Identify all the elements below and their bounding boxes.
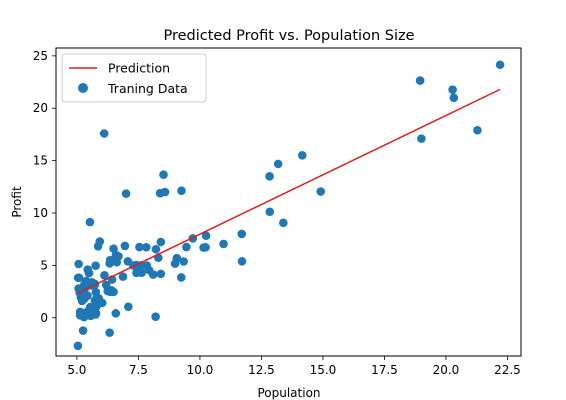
x-axis: 5.0 7.5 10.0 12.5 15.0 17.5 20.0 22.5 [67, 356, 521, 377]
data-point [95, 237, 105, 246]
x-tick-label: 12.5 [248, 363, 275, 377]
data-point [85, 217, 95, 227]
data-point [90, 296, 100, 305]
x-tick-label: 5.0 [67, 363, 86, 377]
data-point [83, 265, 93, 274]
data-point [148, 270, 158, 279]
x-tick-label: 10.0 [187, 363, 214, 377]
data-point [201, 243, 210, 252]
x-axis-label: Population [257, 386, 320, 400]
data-point [237, 257, 247, 266]
data-point [142, 261, 152, 270]
data-point [76, 293, 86, 302]
data-point [156, 269, 166, 279]
data-point [79, 280, 89, 290]
data-point [448, 85, 457, 94]
x-tick-label: 20.0 [433, 363, 460, 377]
data-point [449, 93, 459, 103]
chart-title: Predicted Profit vs. Population Size [163, 28, 414, 44]
data-point [176, 273, 186, 282]
data-point [417, 134, 426, 143]
data-point [86, 311, 95, 321]
data-point [78, 326, 88, 335]
axes-frame [55, 47, 522, 357]
data-point [135, 242, 144, 252]
legend-label-prediction: Prediction [108, 61, 170, 76]
data-point [79, 312, 89, 322]
data-point [279, 218, 288, 228]
data-point [170, 259, 180, 268]
data-point [415, 76, 425, 85]
data-point [121, 189, 131, 198]
data-point [237, 229, 247, 239]
data-point [265, 172, 274, 181]
data-point [273, 159, 283, 169]
data-point [495, 60, 505, 70]
x-tick-label: 7.5 [129, 363, 148, 377]
legend-label-training: Traning Data [107, 81, 188, 96]
y-axis: 0 5 10 15 20 25 [33, 49, 56, 325]
data-point [473, 125, 482, 135]
data-point [219, 239, 228, 249]
x-tick-label: 17.5 [371, 363, 398, 377]
data-point [91, 261, 100, 271]
legend-marker-swatch [78, 83, 88, 93]
y-axis-label: Profit [10, 186, 24, 218]
plot-area [73, 60, 505, 351]
y-tick-label: 20 [33, 101, 48, 115]
y-tick-label: 15 [33, 154, 48, 168]
y-tick-label: 25 [33, 49, 48, 63]
data-point [73, 341, 83, 351]
data-point [100, 271, 109, 280]
y-tick-label: 0 [40, 311, 48, 325]
data-point [105, 255, 115, 265]
data-point [182, 242, 191, 252]
data-point [124, 302, 133, 312]
data-point [297, 150, 307, 160]
data-point [106, 286, 115, 296]
data-point [156, 237, 166, 247]
x-tick-label: 22.5 [494, 363, 521, 377]
data-point [141, 242, 151, 252]
data-point [85, 302, 95, 312]
data-point [177, 186, 186, 195]
data-point [265, 207, 275, 217]
data-point [151, 312, 160, 322]
y-tick-label: 5 [40, 258, 48, 272]
data-point [74, 259, 83, 269]
prediction-line [77, 88, 501, 294]
data-point [160, 187, 170, 197]
data-point [105, 328, 114, 337]
data-point [74, 273, 84, 283]
data-point [159, 170, 168, 179]
data-point [91, 287, 101, 297]
data-point [111, 309, 121, 318]
data-point [118, 272, 128, 281]
data-point [201, 231, 211, 241]
data-point [137, 268, 146, 278]
data-point [151, 244, 161, 254]
legend: Prediction Traning Data [61, 53, 207, 103]
data-point [316, 187, 326, 196]
y-tick-label: 10 [33, 206, 48, 220]
data-point [120, 241, 130, 251]
data-point [179, 257, 188, 266]
data-point [99, 129, 109, 138]
x-tick-label: 15.0 [310, 363, 337, 377]
legend-box [61, 53, 207, 103]
data-point [112, 257, 122, 267]
